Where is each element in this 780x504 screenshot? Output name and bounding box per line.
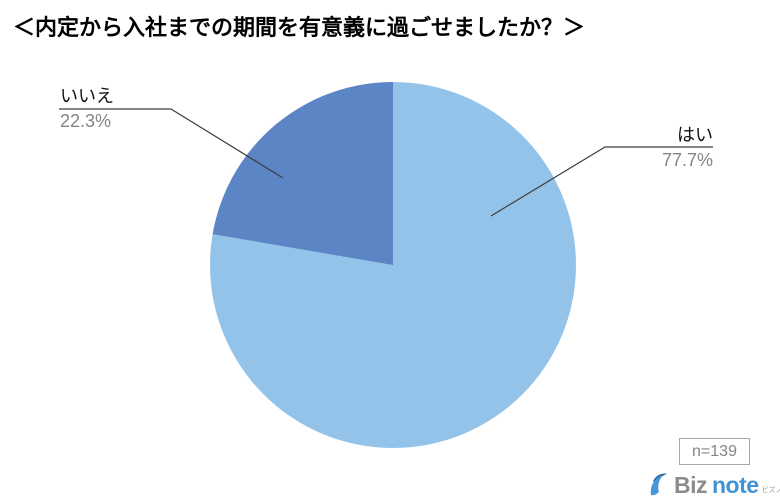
chart-title: ＜内定から入社までの期間を有意義に過ごせましたか？＞ [13, 15, 586, 40]
pie-chart [210, 82, 576, 448]
logo-word-note: note [712, 472, 759, 498]
callout-yes-percent: 77.7% [661, 149, 713, 170]
callout-no-percent: 22.3% [60, 110, 112, 131]
callout-yes: はい 77.7% [662, 125, 713, 170]
logo-kana: ビズノート [761, 487, 780, 494]
logo-word-biz: Biz [674, 472, 708, 498]
biznote-swoosh-icon [650, 473, 668, 496]
sample-size-box: n=139 [679, 438, 750, 465]
callout-no: いいえ 22.3% [60, 86, 114, 131]
callout-yes-label: はい [677, 125, 713, 145]
biznote-logo: Biz note ビズノート [649, 472, 780, 497]
sample-size-text: n=139 [692, 442, 737, 460]
callout-no-label: いいえ [60, 86, 114, 106]
